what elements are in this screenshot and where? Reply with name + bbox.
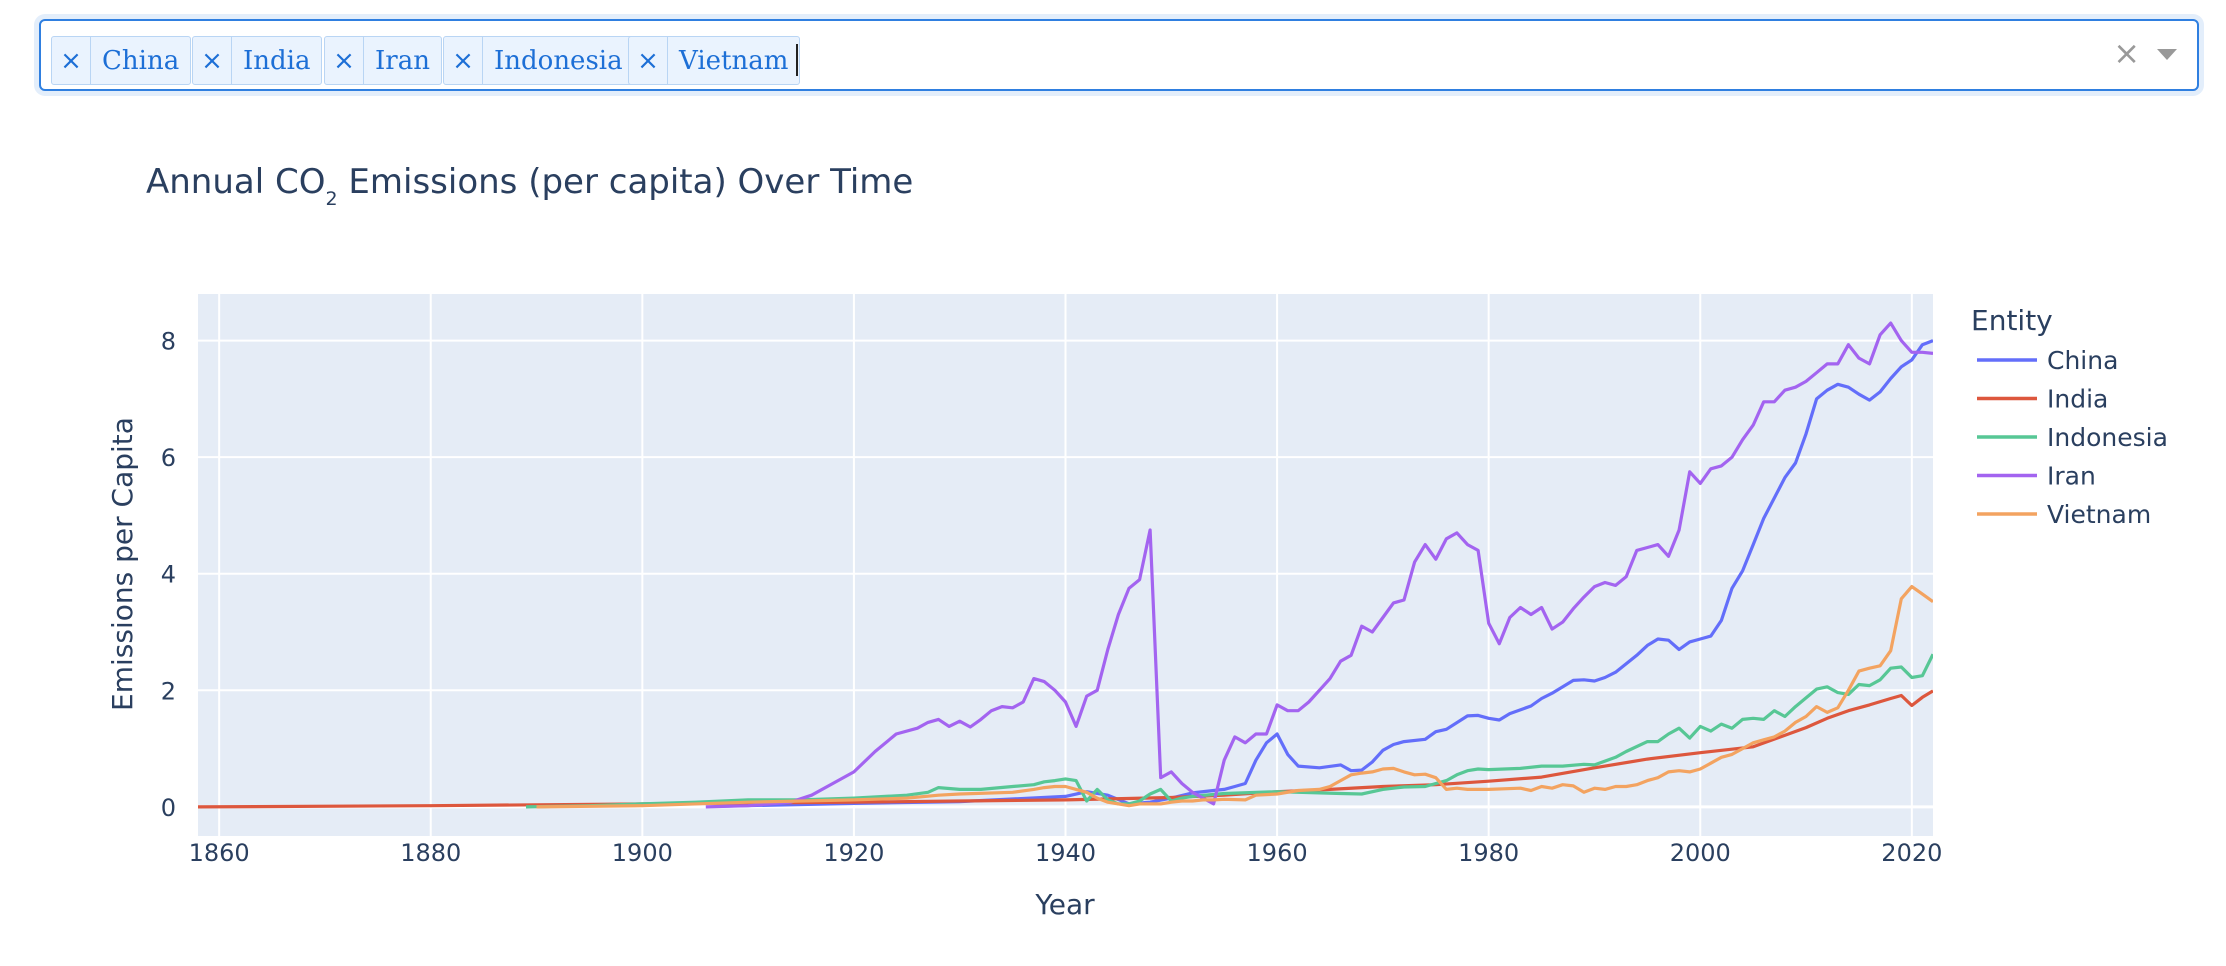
remove-india-icon[interactable]: × [193, 37, 232, 84]
legend-item-india[interactable]: India [2047, 385, 2108, 414]
y-tick-label: 2 [161, 677, 176, 705]
x-tick-label: 1980 [1458, 839, 1519, 867]
chip-china: × China [51, 36, 192, 85]
legend: Entity China India Indonesia Iran Vietnam [1971, 304, 2168, 529]
legend-item-iran[interactable]: Iran [2047, 462, 2096, 491]
series-line-india [198, 689, 1933, 809]
x-tick-label: 2000 [1670, 839, 1731, 867]
series-lines [198, 321, 1933, 809]
clear-all-icon[interactable]: × [2113, 34, 2140, 72]
y-tick-label: 0 [161, 794, 176, 822]
chip-vietnam: × Vietnam [628, 36, 801, 85]
x-tick-label: 1880 [400, 839, 461, 867]
text-caret [796, 44, 798, 76]
x-tick-label: 1960 [1247, 839, 1308, 867]
chip-label: Indonesia [494, 45, 623, 76]
legend-title: Entity [1971, 304, 2053, 337]
legend-item-china[interactable]: China [2047, 346, 2118, 375]
x-tick-label: 1920 [823, 839, 884, 867]
chip-iran: × Iran [324, 36, 442, 85]
y-tick-labels: 0 2 4 6 8 [161, 328, 176, 822]
country-multiselect[interactable]: × China × India × Iran × Indonesia × Vie… [39, 19, 2199, 91]
series-line-iran [705, 321, 1933, 809]
chart-title: Annual CO2 Emissions (per capita) Over T… [146, 162, 913, 210]
gridlines [198, 294, 1933, 836]
series-line-vietnam [536, 584, 1933, 809]
remove-indonesia-icon[interactable]: × [444, 37, 483, 84]
chip-label: Vietnam [679, 45, 789, 76]
chip-label: Iran [375, 45, 430, 76]
x-axis-label: Year [1034, 888, 1095, 921]
series-line-indonesia [525, 653, 1933, 809]
chip-label: India [243, 45, 311, 76]
chip-label: China [102, 45, 180, 76]
x-tick-label: 2020 [1881, 839, 1942, 867]
series-line-china [716, 339, 1933, 808]
y-axis-label: Emissions per Capita [106, 417, 139, 711]
legend-item-indonesia[interactable]: Indonesia [2047, 423, 2168, 452]
chip-indonesia: × Indonesia [443, 36, 635, 85]
y-tick-label: 8 [161, 328, 176, 356]
x-tick-labels: 1860 1880 1900 1920 1940 1960 1980 2000 2020 [189, 839, 1943, 867]
x-tick-label: 1940 [1035, 839, 1096, 867]
x-tick-label: 1860 [189, 839, 250, 867]
remove-iran-icon[interactable]: × [325, 37, 364, 84]
y-tick-label: 6 [161, 444, 176, 472]
remove-china-icon[interactable]: × [52, 37, 91, 84]
y-tick-label: 4 [161, 561, 176, 589]
dropdown-arrow-icon[interactable] [2157, 49, 2177, 60]
x-tick-label: 1900 [612, 839, 673, 867]
remove-vietnam-icon[interactable]: × [629, 37, 668, 84]
legend-item-vietnam[interactable]: Vietnam [2047, 500, 2151, 529]
chip-india: × India [192, 36, 323, 85]
